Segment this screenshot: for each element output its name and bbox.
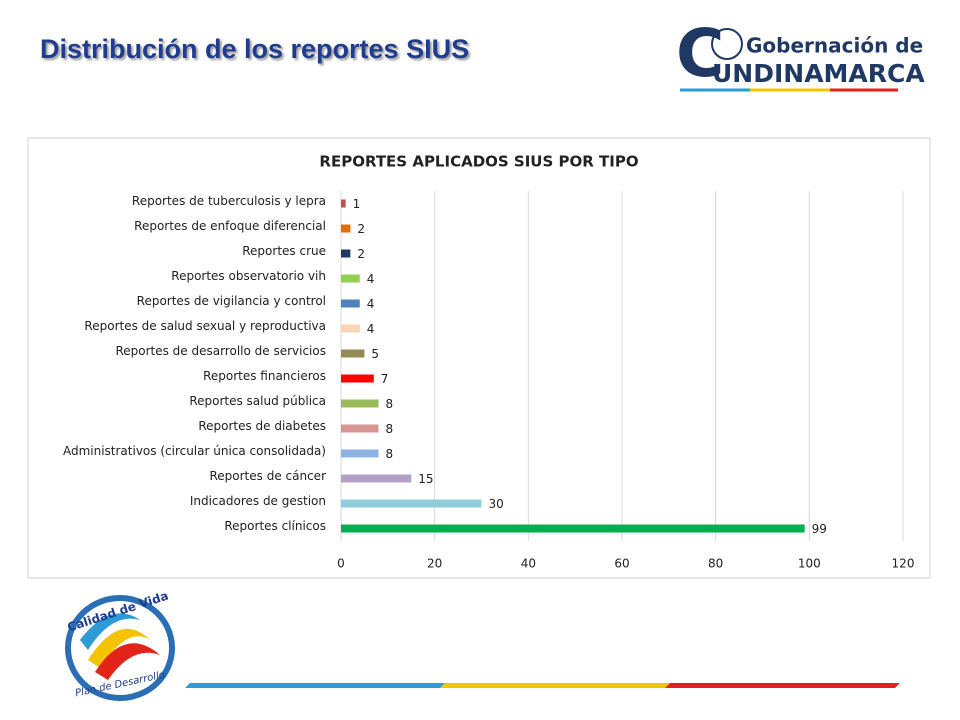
y-tick-label: Reportes crue (242, 244, 326, 258)
footer-logo-shape (95, 643, 160, 680)
bar (341, 224, 351, 233)
x-tick-label: 40 (521, 557, 536, 571)
value-label: 2 (357, 247, 365, 261)
y-tick-label: Indicadores de gestion (190, 494, 326, 508)
y-tick-label: Reportes de cáncer (209, 469, 326, 483)
bar (341, 349, 365, 358)
plot: 0 20 40 60 80 100 120 Reportes de tuberculosis … (63, 191, 915, 571)
value-label: 8 (385, 447, 393, 461)
value-label: 7 (381, 372, 389, 386)
footer-stripe (185, 683, 445, 688)
bar (341, 474, 412, 483)
value-label: 1 (353, 197, 361, 211)
bar (341, 299, 360, 308)
bar (341, 424, 379, 433)
footer-logo-shape (88, 628, 150, 668)
value-label: 2 (357, 222, 365, 236)
bar (341, 399, 379, 408)
value-label: 30 (489, 497, 504, 511)
chart-title: REPORTES APLICADOS SIUS POR TIPO (319, 153, 638, 171)
bar (341, 449, 379, 458)
value-label: 4 (367, 272, 375, 286)
y-tick-label: Reportes de diabetes (198, 419, 326, 433)
logo-emblem (711, 28, 743, 60)
y-tick-label: Reportes financieros (203, 369, 326, 383)
y-tick-label: Administrativos (circular única consolid… (63, 444, 326, 458)
y-tick-label: Reportes clínicos (224, 519, 326, 533)
x-tick-label: 100 (798, 557, 821, 571)
bar (341, 274, 360, 283)
x-tick-label: 60 (614, 557, 629, 571)
y-tick-label: Reportes de vigilancia y control (137, 294, 326, 308)
y-tick-label: Reportes de salud sexual y reproductiva (84, 319, 326, 333)
value-label: 99 (812, 522, 827, 536)
bar (341, 499, 482, 508)
footer-stripe (440, 683, 670, 688)
bar (341, 524, 805, 533)
bar (341, 249, 351, 258)
bar (341, 374, 374, 383)
y-tick-label: Reportes de tuberculosis y lepra (132, 194, 326, 208)
x-tick-label: 20 (427, 557, 442, 571)
value-label: 8 (385, 397, 393, 411)
y-tick-label: Reportes de desarrollo de servicios (115, 344, 326, 358)
x-tick-label: 0 (337, 557, 345, 571)
value-label: 4 (367, 322, 375, 336)
y-tick-label: Reportes de enfoque diferencial (134, 219, 326, 233)
bar (341, 199, 346, 208)
footer-stripe (665, 683, 900, 688)
logo-text: Gobernación de (746, 34, 923, 58)
logo-text: UNDINAMARCA (712, 59, 925, 88)
value-label: 5 (371, 347, 379, 361)
y-tick-label: Reportes salud pública (189, 394, 326, 408)
y-tick-label: Reportes observatorio vih (171, 269, 326, 283)
bar (341, 324, 360, 333)
x-tick-label: 120 (892, 557, 915, 571)
value-label: 8 (385, 422, 393, 436)
footer-logo-shape (80, 613, 140, 650)
x-tick-label: 80 (708, 557, 723, 571)
value-label: 15 (418, 472, 433, 486)
slide-title: Distribución de los reportes SIUS (40, 34, 470, 64)
value-label: 4 (367, 297, 375, 311)
